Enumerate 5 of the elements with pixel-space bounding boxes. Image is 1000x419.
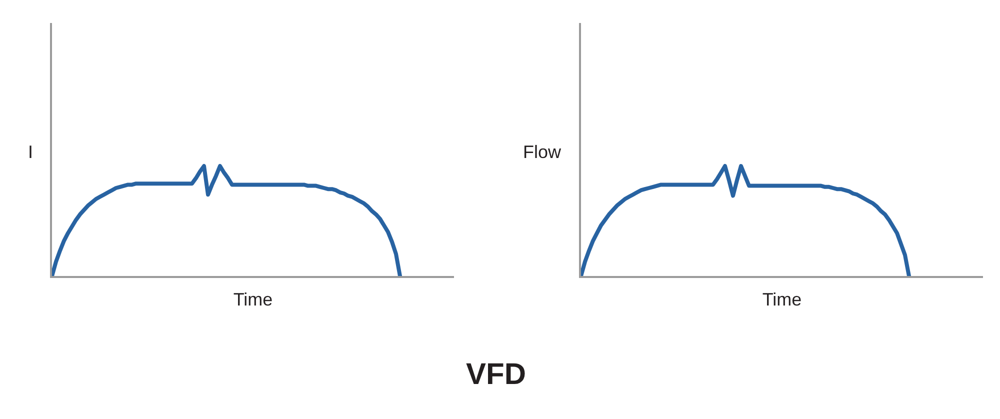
x-axis-title: Time	[233, 290, 273, 310]
y-axis-title: Flow	[523, 142, 562, 162]
x-axis-title: Time	[762, 290, 802, 310]
y-axis-title: I	[28, 142, 34, 162]
text: VFD	[466, 358, 526, 392]
